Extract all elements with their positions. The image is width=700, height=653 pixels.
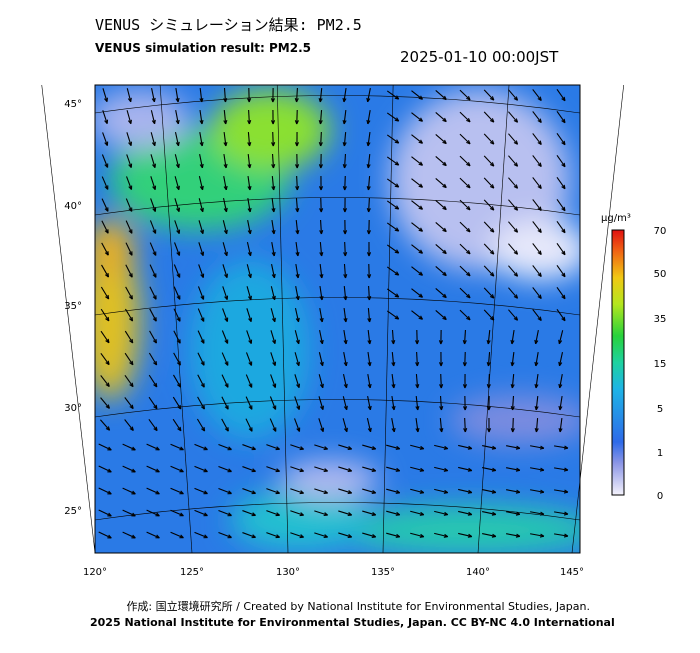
colorbar-label: 5 <box>657 404 663 415</box>
lat-label: 35° <box>64 301 82 312</box>
lat-label: 25° <box>64 506 82 517</box>
lon-labels: 120° 125° 130° 135° 140° 145° <box>83 567 584 578</box>
lon-label: 130° <box>276 567 300 578</box>
colorbar-label: 35 <box>654 314 667 325</box>
lat-labels: 45° 40° 35° 30° 25° <box>64 99 82 517</box>
colorbar-unit: μg/m³ <box>601 213 631 224</box>
colorbar-label: 50 <box>654 269 667 280</box>
lon-label: 145° <box>560 567 584 578</box>
lat-label: 45° <box>64 99 82 110</box>
colorbar-label: 1 <box>657 448 663 459</box>
lat-label: 30° <box>64 403 82 414</box>
title-en: VENUS simulation result: PM2.5 <box>95 41 311 55</box>
lon-label: 125° <box>180 567 204 578</box>
meridian <box>42 85 95 553</box>
lon-label: 135° <box>371 567 395 578</box>
title-ja: VENUS シミュレーション結果: PM2.5 <box>95 16 362 34</box>
colorbar-label: 15 <box>654 359 667 370</box>
copyright: 2025 National Institute for Environmenta… <box>90 616 615 629</box>
timestamp: 2025-01-10 00:00JST <box>400 48 559 66</box>
lon-label: 120° <box>83 567 107 578</box>
lat-label: 40° <box>64 201 82 212</box>
colorbar-label: 70 <box>654 226 667 237</box>
colorbar <box>612 230 624 495</box>
map <box>80 85 600 555</box>
colorbar-label: 0 <box>657 491 663 502</box>
lon-label: 140° <box>466 567 490 578</box>
credit: 作成: 国立環境研究所 / Created by National Instit… <box>126 599 590 613</box>
colorbar-labels: 70 50 35 15 5 1 0 <box>654 226 667 502</box>
